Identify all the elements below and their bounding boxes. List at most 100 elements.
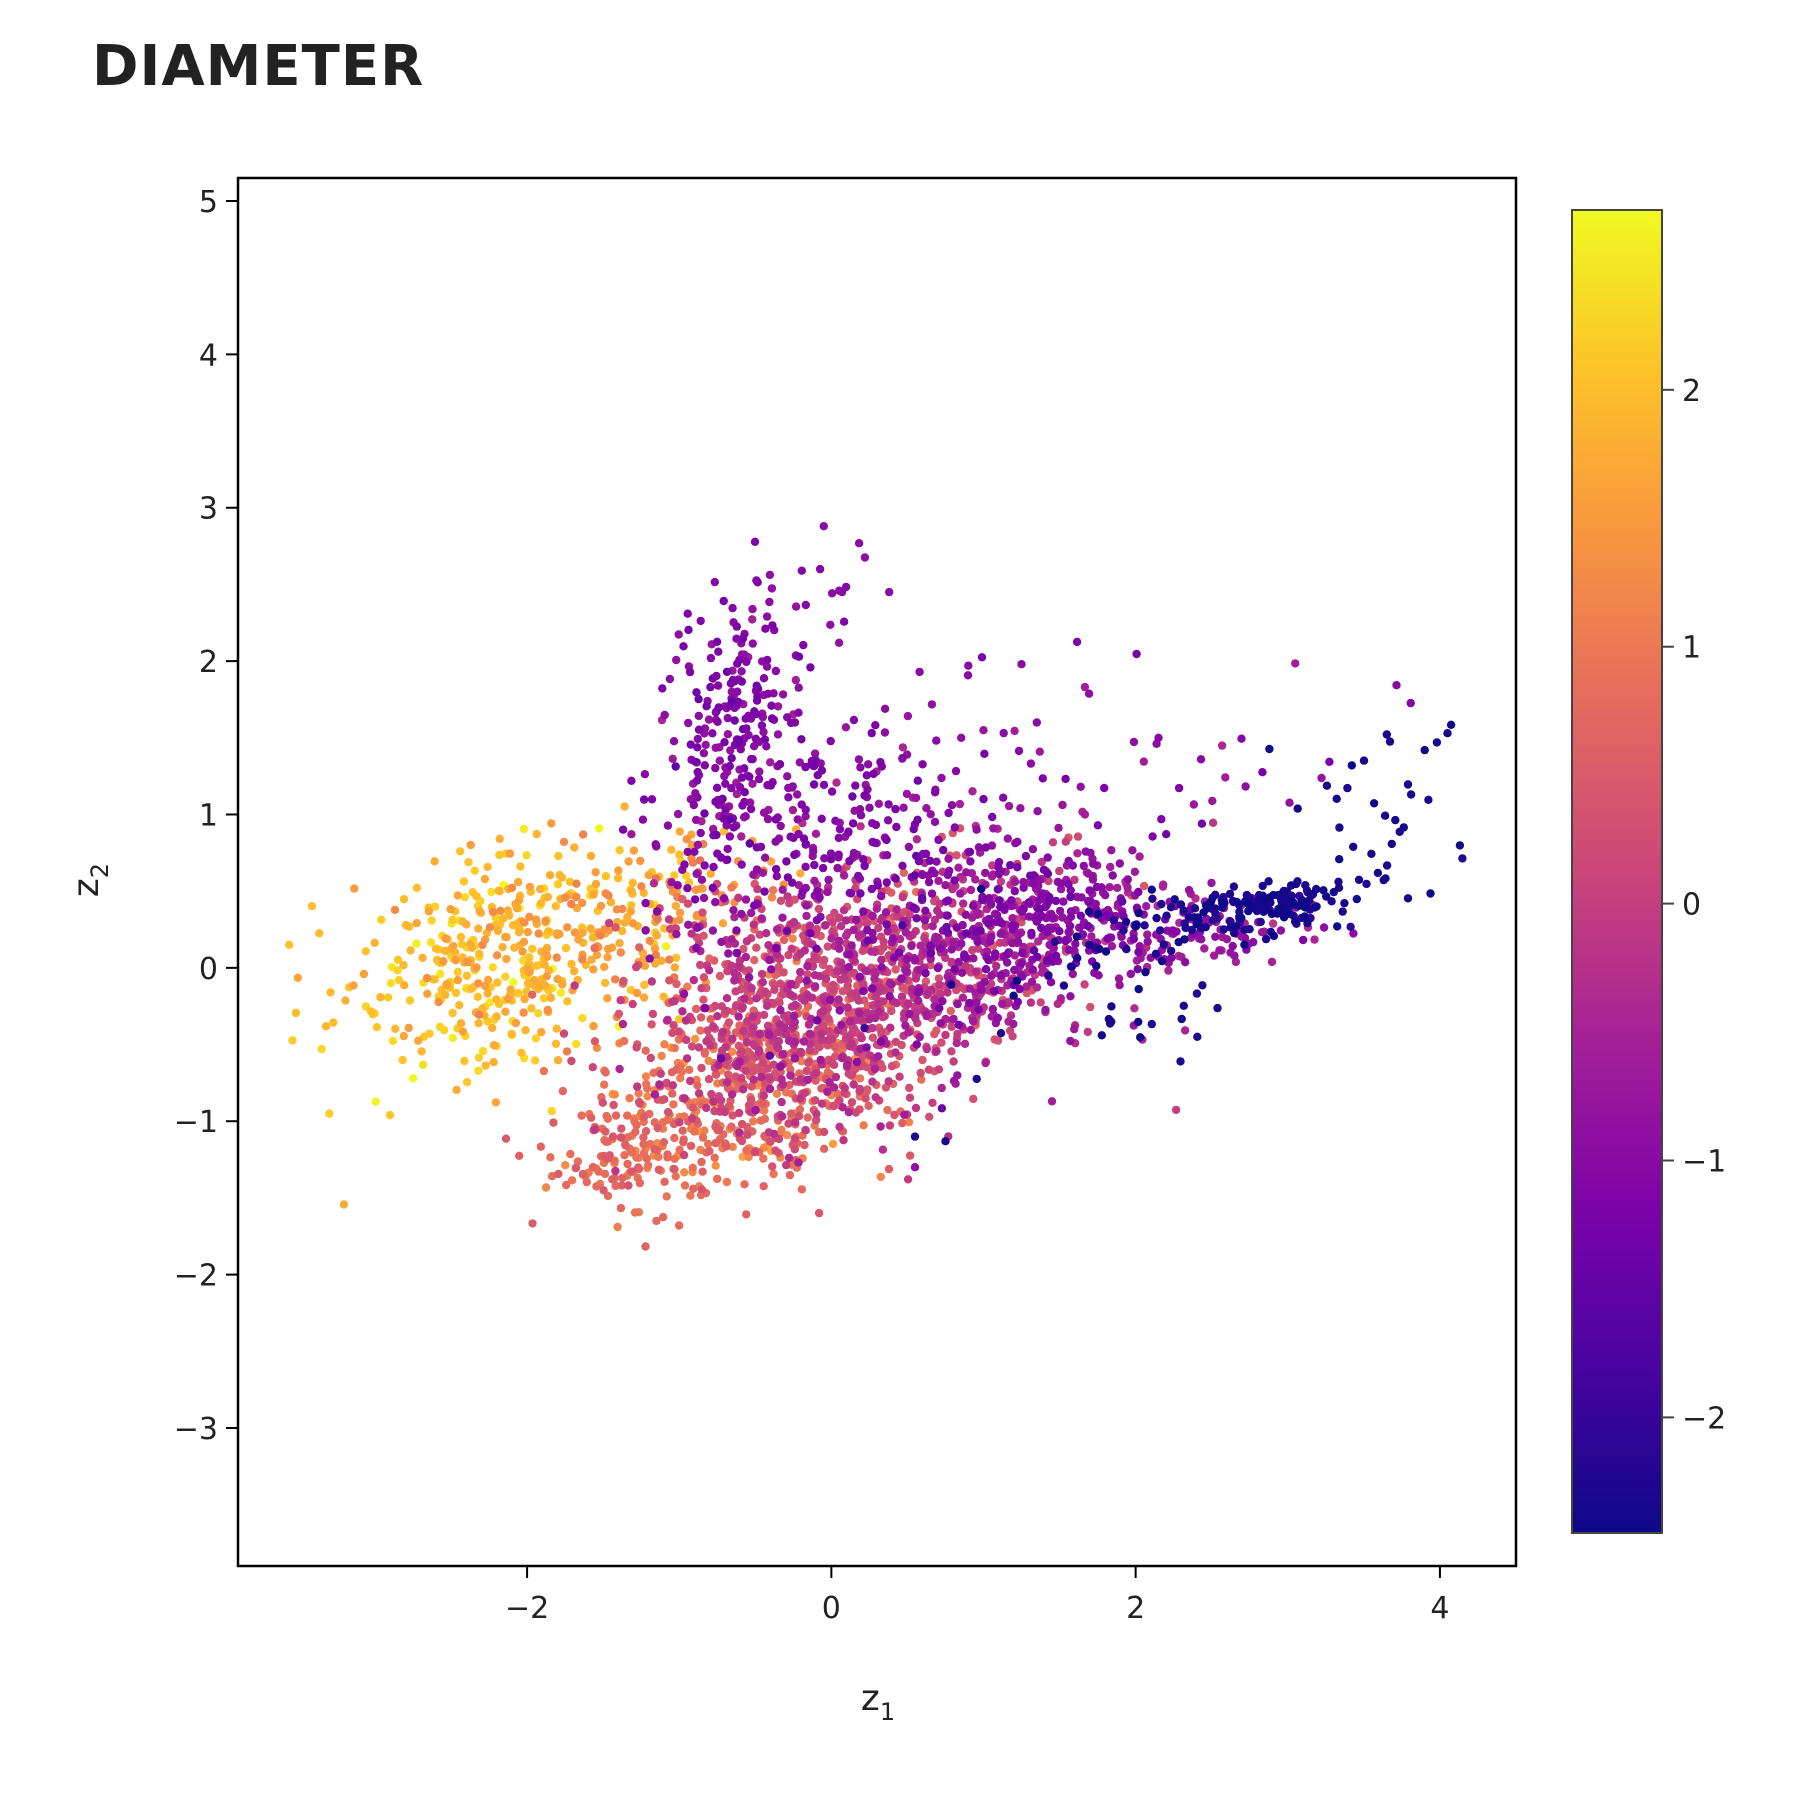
data-point <box>1038 968 1047 977</box>
y-tick-label: −2 <box>174 1259 218 1294</box>
data-point <box>1446 720 1456 729</box>
data-point <box>732 622 741 631</box>
data-point <box>466 840 475 850</box>
data-point <box>895 1072 904 1081</box>
data-point <box>574 935 583 944</box>
data-point <box>1086 848 1095 858</box>
data-point <box>805 1046 814 1055</box>
data-point <box>474 1066 483 1075</box>
data-point <box>838 987 847 996</box>
data-point <box>812 1115 821 1125</box>
data-point <box>825 1078 834 1087</box>
data-point <box>1293 804 1302 813</box>
data-point <box>1299 935 1308 945</box>
data-point <box>664 915 674 924</box>
data-point <box>423 989 432 998</box>
data-point <box>725 832 735 841</box>
data-point <box>683 609 692 618</box>
data-point <box>704 1139 713 1149</box>
data-point <box>892 905 901 914</box>
data-point <box>794 1158 803 1167</box>
data-point <box>848 792 857 801</box>
data-point <box>640 980 649 990</box>
data-point <box>715 743 724 752</box>
data-point <box>626 907 635 916</box>
data-point <box>871 721 880 730</box>
data-point <box>527 990 537 999</box>
data-point <box>731 1028 740 1037</box>
data-point <box>620 918 630 927</box>
data-point <box>515 1151 524 1161</box>
data-point <box>1367 849 1376 858</box>
data-point <box>809 780 819 789</box>
data-point <box>720 738 729 747</box>
data-point <box>668 1089 677 1098</box>
data-point <box>830 1042 839 1052</box>
data-point <box>925 1112 934 1122</box>
data-point <box>826 995 835 1005</box>
data-point <box>592 1043 602 1053</box>
data-point <box>833 1089 843 1099</box>
data-point <box>741 895 751 904</box>
data-point <box>877 963 886 972</box>
data-point <box>453 975 463 985</box>
data-point <box>733 687 742 696</box>
data-point <box>1058 913 1067 922</box>
data-point <box>711 1138 720 1148</box>
data-point <box>960 1039 970 1049</box>
data-point <box>882 851 892 860</box>
data-point <box>1349 929 1358 938</box>
data-point <box>1107 846 1116 855</box>
data-point <box>900 1110 909 1120</box>
data-point <box>706 682 715 692</box>
data-point <box>802 911 811 921</box>
data-point <box>897 992 907 1001</box>
data-point <box>699 931 708 940</box>
data-point <box>675 827 684 836</box>
data-point <box>720 1107 730 1117</box>
data-point <box>740 788 749 797</box>
data-point <box>1269 931 1279 941</box>
data-point <box>766 857 776 866</box>
data-point <box>901 1021 910 1030</box>
data-point <box>603 944 613 954</box>
data-point <box>463 957 472 967</box>
data-point <box>530 976 539 985</box>
data-point <box>663 821 673 830</box>
data-point <box>554 851 563 861</box>
data-point <box>520 994 529 1004</box>
data-point <box>758 978 767 987</box>
data-point <box>1187 925 1197 935</box>
data-point <box>519 918 529 927</box>
data-point <box>752 710 761 719</box>
data-point <box>679 1150 689 1160</box>
data-point <box>651 959 660 968</box>
data-point <box>1134 947 1143 957</box>
data-point <box>534 1009 543 1018</box>
data-point <box>785 899 794 908</box>
data-point <box>911 793 921 803</box>
data-point <box>1128 846 1137 855</box>
data-point <box>809 762 819 771</box>
data-point <box>711 763 720 773</box>
data-point <box>653 1123 662 1133</box>
data-point <box>1162 911 1171 920</box>
data-point <box>758 1099 767 1109</box>
data-point <box>762 742 771 751</box>
data-point <box>501 932 510 942</box>
data-point <box>1084 897 1093 906</box>
data-point <box>489 1041 498 1050</box>
data-point <box>697 875 707 884</box>
data-point <box>501 1007 510 1016</box>
data-point <box>1119 926 1128 935</box>
data-point <box>765 597 774 607</box>
data-point <box>787 1109 796 1118</box>
data-point <box>1084 907 1094 916</box>
data-point <box>1134 1017 1143 1027</box>
data-point <box>514 896 524 905</box>
data-point <box>663 1107 673 1117</box>
data-point <box>639 795 649 804</box>
data-point <box>1070 1025 1079 1034</box>
data-point <box>724 1102 734 1111</box>
